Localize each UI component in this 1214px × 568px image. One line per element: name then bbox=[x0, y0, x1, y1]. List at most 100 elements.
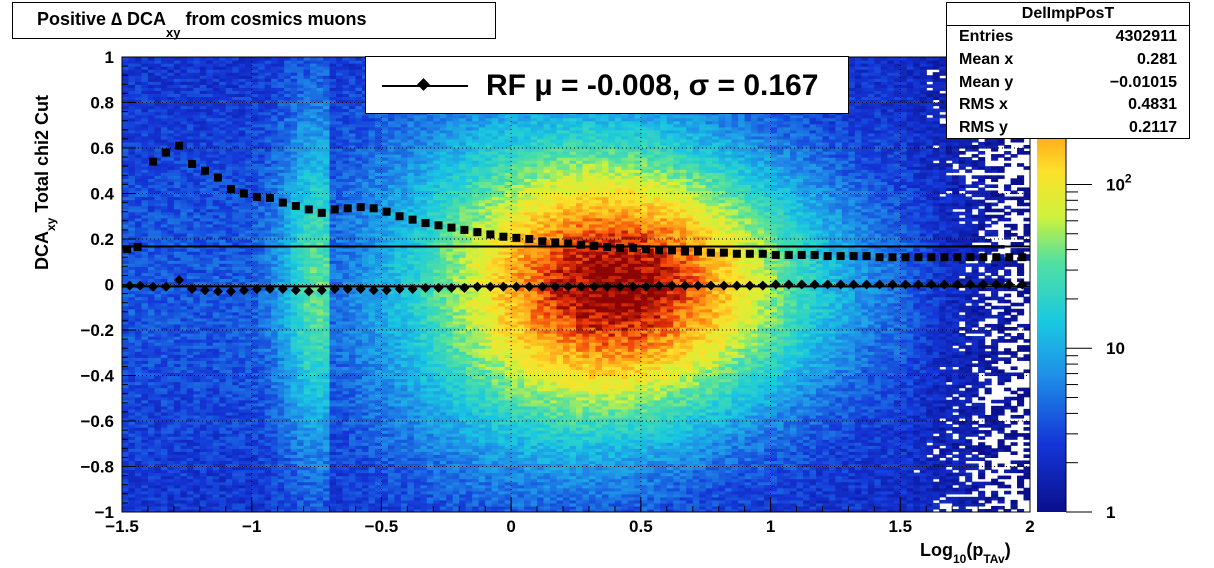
heatmap-cell bbox=[193, 93, 201, 98]
heatmap-cell bbox=[193, 317, 201, 322]
heatmap-cell bbox=[167, 148, 175, 152]
heatmap-cell bbox=[310, 163, 318, 167]
heatmap-cell bbox=[206, 72, 214, 76]
heatmap-cell bbox=[160, 320, 168, 325]
heatmap-cell bbox=[271, 144, 279, 149]
heatmap-cell bbox=[284, 378, 292, 383]
heatmap-cell bbox=[199, 184, 207, 189]
heatmap-cell bbox=[128, 272, 136, 276]
heatmap-cell bbox=[206, 229, 214, 234]
heatmap-cell bbox=[122, 387, 130, 392]
heatmap-cell bbox=[193, 175, 201, 179]
heatmap-cell bbox=[180, 305, 188, 310]
heatmap-cell bbox=[206, 220, 214, 225]
heatmap-cell bbox=[199, 393, 207, 398]
heatmap-cell bbox=[122, 366, 130, 371]
heatmap-cell bbox=[323, 384, 331, 389]
heatmap-cell bbox=[284, 466, 292, 471]
heatmap-cell bbox=[199, 326, 207, 331]
heatmap-cell bbox=[277, 266, 285, 270]
heatmap-cell bbox=[206, 439, 214, 443]
heatmap-cell bbox=[245, 469, 253, 474]
heatmap-cell bbox=[323, 175, 331, 179]
heatmap-cell bbox=[225, 166, 233, 170]
heatmap-cell bbox=[238, 235, 246, 240]
heatmap-cell bbox=[134, 439, 143, 443]
heatmap-cell bbox=[264, 151, 272, 155]
heatmap-cell bbox=[193, 132, 201, 137]
heatmap-cell bbox=[238, 217, 246, 222]
heatmap-cell bbox=[154, 402, 162, 407]
heatmap-cell bbox=[303, 102, 311, 107]
heatmap-cell bbox=[290, 266, 298, 270]
heatmap-cell bbox=[297, 484, 305, 489]
heatmap-cell bbox=[160, 348, 168, 352]
heatmap-cell bbox=[258, 266, 266, 270]
heatmap-cell bbox=[122, 72, 130, 76]
heatmap-cell bbox=[167, 427, 175, 431]
heatmap-cell bbox=[154, 457, 162, 462]
heatmap-cell bbox=[303, 320, 311, 325]
heatmap-cell bbox=[128, 436, 136, 440]
heatmap-cell bbox=[238, 381, 246, 386]
heatmap-cell bbox=[141, 160, 149, 164]
heatmap-cell bbox=[186, 469, 194, 474]
heatmap-cell bbox=[206, 184, 214, 189]
heatmap-cell bbox=[173, 339, 181, 343]
heatmap-cell bbox=[310, 172, 318, 176]
heatmap-cell bbox=[323, 369, 331, 374]
heatmap-cell bbox=[147, 141, 156, 146]
heatmap-cell bbox=[193, 408, 201, 413]
heatmap-cell bbox=[225, 469, 233, 474]
heatmap-cell bbox=[173, 214, 181, 219]
heatmap-cell bbox=[310, 427, 318, 431]
heatmap-cell bbox=[141, 290, 149, 295]
heatmap-cell bbox=[225, 390, 233, 395]
heatmap-cell bbox=[128, 278, 136, 283]
heatmap-cell bbox=[206, 105, 214, 110]
heatmap-cell bbox=[264, 148, 272, 152]
heatmap-cell bbox=[284, 402, 292, 407]
heatmap-cell bbox=[232, 402, 240, 407]
heatmap-cell bbox=[180, 369, 188, 374]
heatmap-cell bbox=[219, 502, 227, 507]
heatmap-cell bbox=[160, 248, 168, 252]
heatmap-cell bbox=[290, 411, 298, 416]
heatmap-cell bbox=[173, 469, 181, 474]
heatmap-cell bbox=[141, 278, 149, 283]
heatmap-cell bbox=[180, 427, 188, 431]
heatmap-cell bbox=[128, 69, 136, 73]
heatmap-cell bbox=[193, 496, 201, 501]
heatmap-cell bbox=[303, 151, 311, 155]
heatmap-cell bbox=[284, 123, 292, 128]
heatmap-cell bbox=[134, 466, 143, 471]
heatmap-cell bbox=[219, 357, 227, 361]
heatmap-cell bbox=[290, 421, 298, 425]
heatmap-cell bbox=[147, 484, 156, 489]
heatmap-cell bbox=[238, 166, 246, 170]
heatmap-cell bbox=[258, 202, 266, 207]
heatmap-cell bbox=[154, 399, 162, 404]
heatmap-cell bbox=[173, 151, 181, 155]
heatmap-cell bbox=[160, 369, 168, 374]
heatmap-cell bbox=[193, 178, 201, 182]
heatmap-cell bbox=[173, 299, 181, 304]
heatmap-cell bbox=[219, 508, 227, 512]
heatmap-cell bbox=[180, 105, 188, 110]
heatmap-cell bbox=[173, 81, 181, 85]
heatmap-cell bbox=[167, 229, 175, 234]
heatmap-cell bbox=[329, 135, 337, 140]
heatmap-cell bbox=[264, 248, 272, 252]
heatmap-cell bbox=[147, 272, 156, 276]
heatmap-cell bbox=[173, 263, 181, 267]
heatmap-cell bbox=[225, 333, 233, 337]
heatmap-cell bbox=[323, 330, 331, 334]
heatmap-cell bbox=[232, 120, 240, 125]
heatmap-cell bbox=[147, 436, 156, 440]
heatmap-cell bbox=[225, 448, 233, 452]
heatmap-cell bbox=[160, 126, 168, 131]
heatmap-cell bbox=[264, 242, 272, 246]
heatmap-cell bbox=[186, 439, 194, 443]
heatmap-cell bbox=[232, 357, 240, 361]
heatmap-cell bbox=[160, 396, 168, 401]
